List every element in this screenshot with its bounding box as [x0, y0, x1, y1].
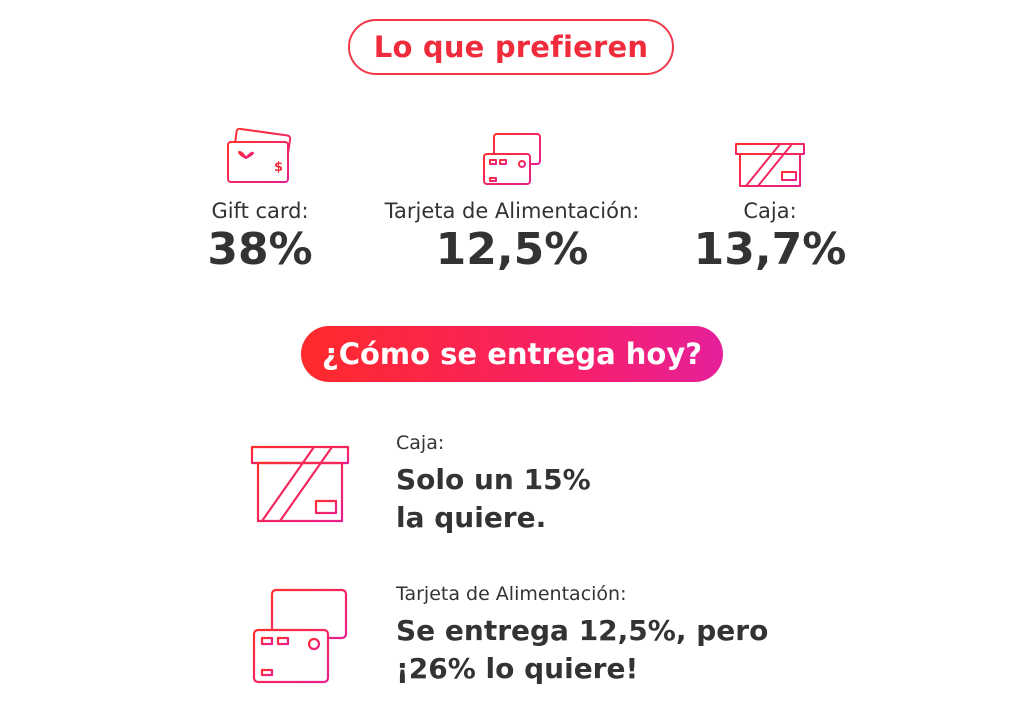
svg-text:$: $	[274, 160, 283, 175]
box-icon	[734, 122, 806, 190]
preference-box: Caja: 13,7%	[690, 122, 850, 282]
gift-card-icon: $	[224, 122, 296, 190]
preference-label: Tarjeta de Alimentación:	[384, 199, 640, 223]
preference-value: 13,7%	[693, 224, 847, 275]
food-card-icon	[480, 122, 544, 190]
delivery-item-food-card: Tarjeta de Alimentación: Se entrega 12,5…	[250, 582, 768, 690]
delivery-item-statement: Se entrega 12,5%, pero ¡26% lo quiere!	[396, 612, 768, 688]
preference-label: Gift card:	[211, 199, 309, 223]
preference-value: 38%	[207, 224, 313, 275]
preference-gift-card: $ Gift card: 38%	[188, 122, 332, 282]
preference-food-card: Tarjeta de Alimentación: 12,5%	[372, 122, 652, 282]
section-title-delivery-text: ¿Cómo se entrega hoy?	[321, 337, 703, 371]
section-title-delivery: ¿Cómo se entrega hoy?	[301, 326, 723, 382]
delivery-item-statement: Solo un 15% la quiere.	[396, 461, 591, 537]
section-title-preferences: Lo que prefieren	[348, 19, 674, 75]
section-title-preferences-text: Lo que prefieren	[373, 30, 649, 64]
delivery-item-label: Caja:	[396, 432, 445, 454]
delivery-item-box: Caja: Solo un 15% la quiere.	[250, 431, 591, 537]
delivery-item-statement-line1: Solo un 15%	[396, 463, 591, 496]
box-icon	[250, 431, 390, 537]
delivery-item-label: Tarjeta de Alimentación:	[396, 583, 627, 605]
delivery-item-statement-line2: la quiere.	[396, 501, 547, 534]
preference-label: Caja:	[743, 199, 797, 223]
delivery-item-statement-line1: Se entrega 12,5%, pero	[396, 614, 769, 647]
cards-icon	[250, 582, 390, 690]
preference-value: 12,5%	[435, 224, 589, 275]
delivery-item-statement-line2: ¡26% lo quiere!	[396, 652, 639, 685]
